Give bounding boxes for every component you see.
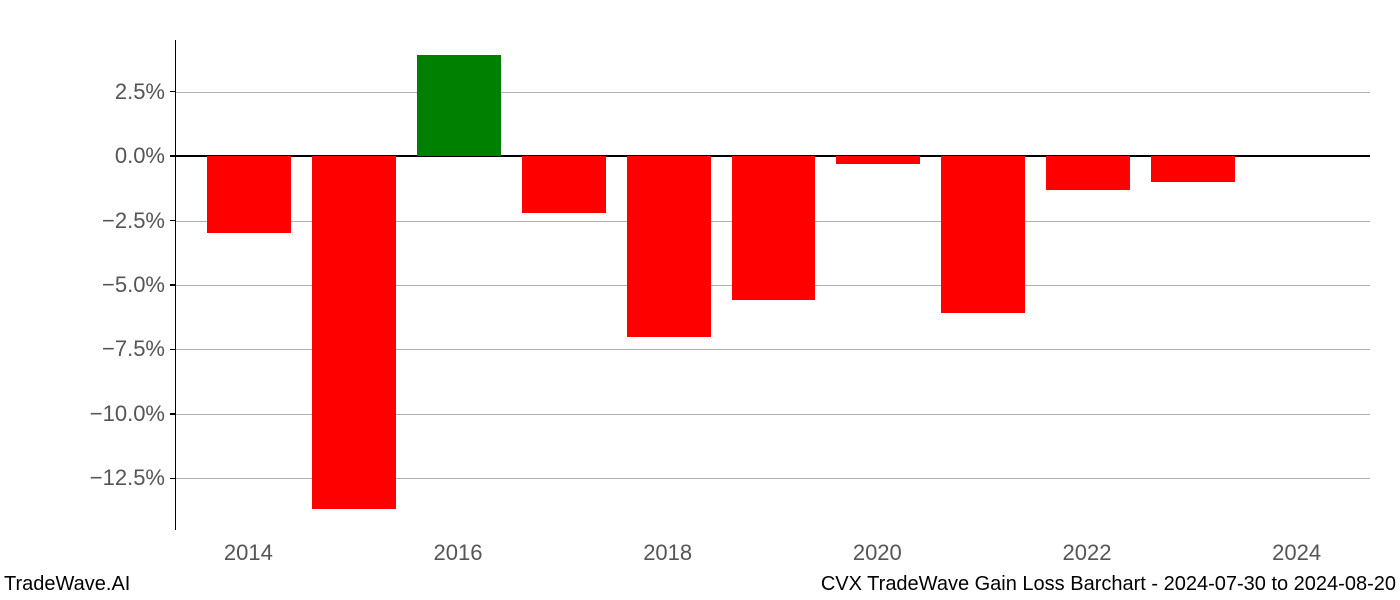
y-tick-mark: [170, 284, 176, 286]
y-tick-mark: [170, 220, 176, 222]
bar-2018: [627, 156, 711, 337]
x-tick-label: 2024: [1272, 540, 1321, 566]
y-tick-label: −10.0%: [45, 401, 165, 427]
y-tick-label: −7.5%: [45, 336, 165, 362]
bar-2020: [836, 156, 920, 164]
y-tick-label: −12.5%: [45, 465, 165, 491]
x-tick-label: 2020: [853, 540, 902, 566]
bar-2017: [522, 156, 606, 213]
bar-2021: [941, 156, 1025, 313]
y-tick-label: 0.0%: [45, 143, 165, 169]
gridline: [176, 92, 1370, 93]
bar-2022: [1046, 156, 1130, 190]
x-tick-label: 2014: [224, 540, 273, 566]
y-tick-mark: [170, 349, 176, 351]
x-tick-label: 2018: [643, 540, 692, 566]
y-tick-mark: [170, 413, 176, 415]
x-tick-label: 2016: [434, 540, 483, 566]
y-tick-label: −2.5%: [45, 208, 165, 234]
y-tick-mark: [170, 91, 176, 93]
y-tick-mark: [170, 478, 176, 480]
footer-right-text: CVX TradeWave Gain Loss Barchart - 2024-…: [821, 573, 1396, 596]
bar-2016: [417, 55, 501, 156]
footer-left-text: TradeWave.AI: [4, 573, 130, 596]
plot-area: [175, 40, 1370, 530]
bar-2023: [1151, 156, 1235, 182]
chart-container: [175, 40, 1370, 530]
x-tick-label: 2022: [1062, 540, 1111, 566]
bar-2019: [732, 156, 816, 300]
bar-2015: [312, 156, 396, 509]
bar-2014: [207, 156, 291, 233]
y-tick-label: −5.0%: [45, 272, 165, 298]
y-tick-label: 2.5%: [45, 79, 165, 105]
